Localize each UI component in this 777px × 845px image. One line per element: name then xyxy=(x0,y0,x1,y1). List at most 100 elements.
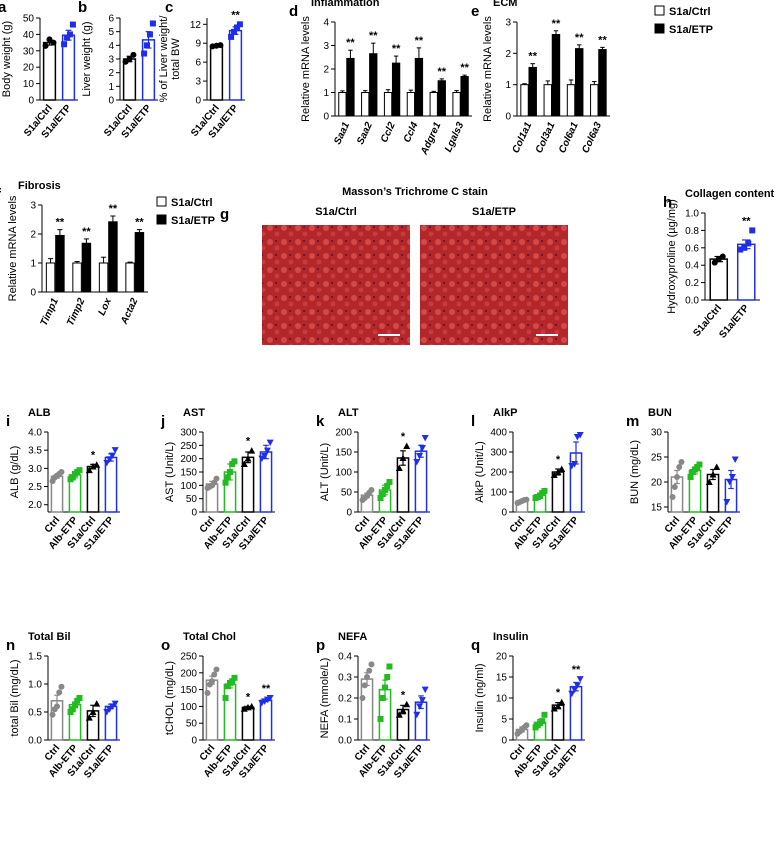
data-point xyxy=(384,674,391,680)
bar xyxy=(566,84,576,117)
x-tick-label: Adgre1 xyxy=(419,120,444,157)
x-tick-label: Timp1 xyxy=(39,296,62,328)
data-point xyxy=(111,447,119,454)
y-tick-label: 0.5 xyxy=(28,708,42,719)
y-tick-label: 15 xyxy=(651,503,663,514)
data-point xyxy=(674,474,680,480)
data-point xyxy=(222,479,229,486)
significance: ** xyxy=(575,32,584,44)
data-point xyxy=(76,695,83,701)
bar xyxy=(72,262,82,293)
y-axis-label: Relative mRNA levels xyxy=(7,195,19,301)
bar xyxy=(709,258,729,301)
y-tick-label: 200 xyxy=(335,428,352,439)
panel-letter: f xyxy=(0,186,2,203)
legend-label: S1a/Ctrl xyxy=(669,6,711,18)
x-tick-label: Ccl4 xyxy=(402,120,421,144)
y-tick-label: 0 xyxy=(191,736,197,747)
x-tick-label: Col6a3 xyxy=(580,120,604,155)
x-tick-label: Lox xyxy=(96,296,114,317)
y-tick-label: 0.0 xyxy=(28,736,42,747)
data-point xyxy=(382,487,388,493)
y-tick-label: 9 xyxy=(195,39,201,50)
data-point xyxy=(413,459,421,466)
data-point xyxy=(72,702,78,709)
data-point xyxy=(240,460,248,467)
panel-title: ECM xyxy=(493,0,517,9)
y-axis-label: Insulin (ng/ml) xyxy=(474,663,486,732)
data-point xyxy=(403,700,411,708)
y-tick-label: 0.0 xyxy=(338,736,352,747)
panel-letter: o xyxy=(161,637,170,654)
y-tick-label: 5 xyxy=(108,27,114,38)
y-tick-label: 20 xyxy=(651,478,663,489)
x-tick-label: Acta2 xyxy=(119,296,141,327)
panel-letter: d xyxy=(289,3,298,20)
data-point xyxy=(248,447,256,454)
bar xyxy=(223,683,237,741)
bar xyxy=(369,53,378,117)
bar xyxy=(81,242,92,293)
significance: ** xyxy=(392,43,401,55)
bar xyxy=(551,34,561,117)
significance: * xyxy=(556,687,561,699)
y-tick-label: 12 xyxy=(190,20,202,31)
y-tick-label: 4 xyxy=(108,41,114,52)
data-point xyxy=(741,244,748,251)
data-point xyxy=(368,487,375,493)
y-tick-label: 3 xyxy=(108,55,114,66)
y-tick-label: 6 xyxy=(195,58,201,69)
panel-title: Masson’s Trichrome C stain xyxy=(342,186,488,198)
y-tick-label: 3 xyxy=(30,201,36,212)
significance: ** xyxy=(572,664,581,676)
panel-letter: k xyxy=(316,413,325,430)
data-point xyxy=(554,702,562,710)
y-tick-label: 0 xyxy=(323,112,329,123)
y-axis-label: Body weight (g) xyxy=(1,21,13,97)
data-point xyxy=(93,700,101,707)
panel-letter: e xyxy=(471,3,479,20)
panel-letter: h xyxy=(663,194,672,211)
data-point xyxy=(236,21,243,28)
bar xyxy=(55,234,65,293)
panel-title: Total Chol xyxy=(183,631,236,643)
image-label: S1a/Ctrl xyxy=(315,206,357,218)
panel-letter: m xyxy=(626,413,639,430)
panel-letter: g xyxy=(220,206,229,223)
y-axis-label: Liver weight (g) xyxy=(81,21,93,96)
significance: ** xyxy=(56,217,65,229)
y-tick-label: 400 xyxy=(490,428,507,439)
y-axis-label: % of Liver weight/ xyxy=(158,15,170,103)
significance: ** xyxy=(109,203,118,215)
data-point xyxy=(261,453,269,460)
data-point xyxy=(211,671,218,678)
y-tick-label: 2 xyxy=(505,49,511,60)
significance: * xyxy=(246,436,251,448)
data-point xyxy=(395,711,403,718)
y-axis-label: ALB (g/dL) xyxy=(9,446,21,499)
x-tick-label: Timp2 xyxy=(65,296,88,328)
data-point xyxy=(228,33,235,40)
panel-letter: q xyxy=(471,637,480,654)
data-point xyxy=(711,259,718,266)
bar xyxy=(452,92,461,117)
significance: * xyxy=(556,454,561,466)
y-tick-label: 10 xyxy=(496,694,508,705)
data-point xyxy=(550,705,558,712)
y-tick-label: 5 xyxy=(501,715,507,726)
data-point xyxy=(76,467,83,474)
significance: * xyxy=(401,431,406,443)
data-point xyxy=(233,24,240,31)
bar xyxy=(574,48,584,117)
data-point xyxy=(687,474,694,480)
panel-letter: b xyxy=(78,0,87,16)
legend-swatch xyxy=(654,23,665,34)
data-point xyxy=(361,682,368,689)
data-point xyxy=(366,667,373,674)
data-point xyxy=(671,484,678,490)
y-tick-label: 0 xyxy=(505,112,511,123)
data-point xyxy=(56,689,63,696)
data-point xyxy=(266,439,274,447)
y-tick-label: 300 xyxy=(490,448,507,459)
